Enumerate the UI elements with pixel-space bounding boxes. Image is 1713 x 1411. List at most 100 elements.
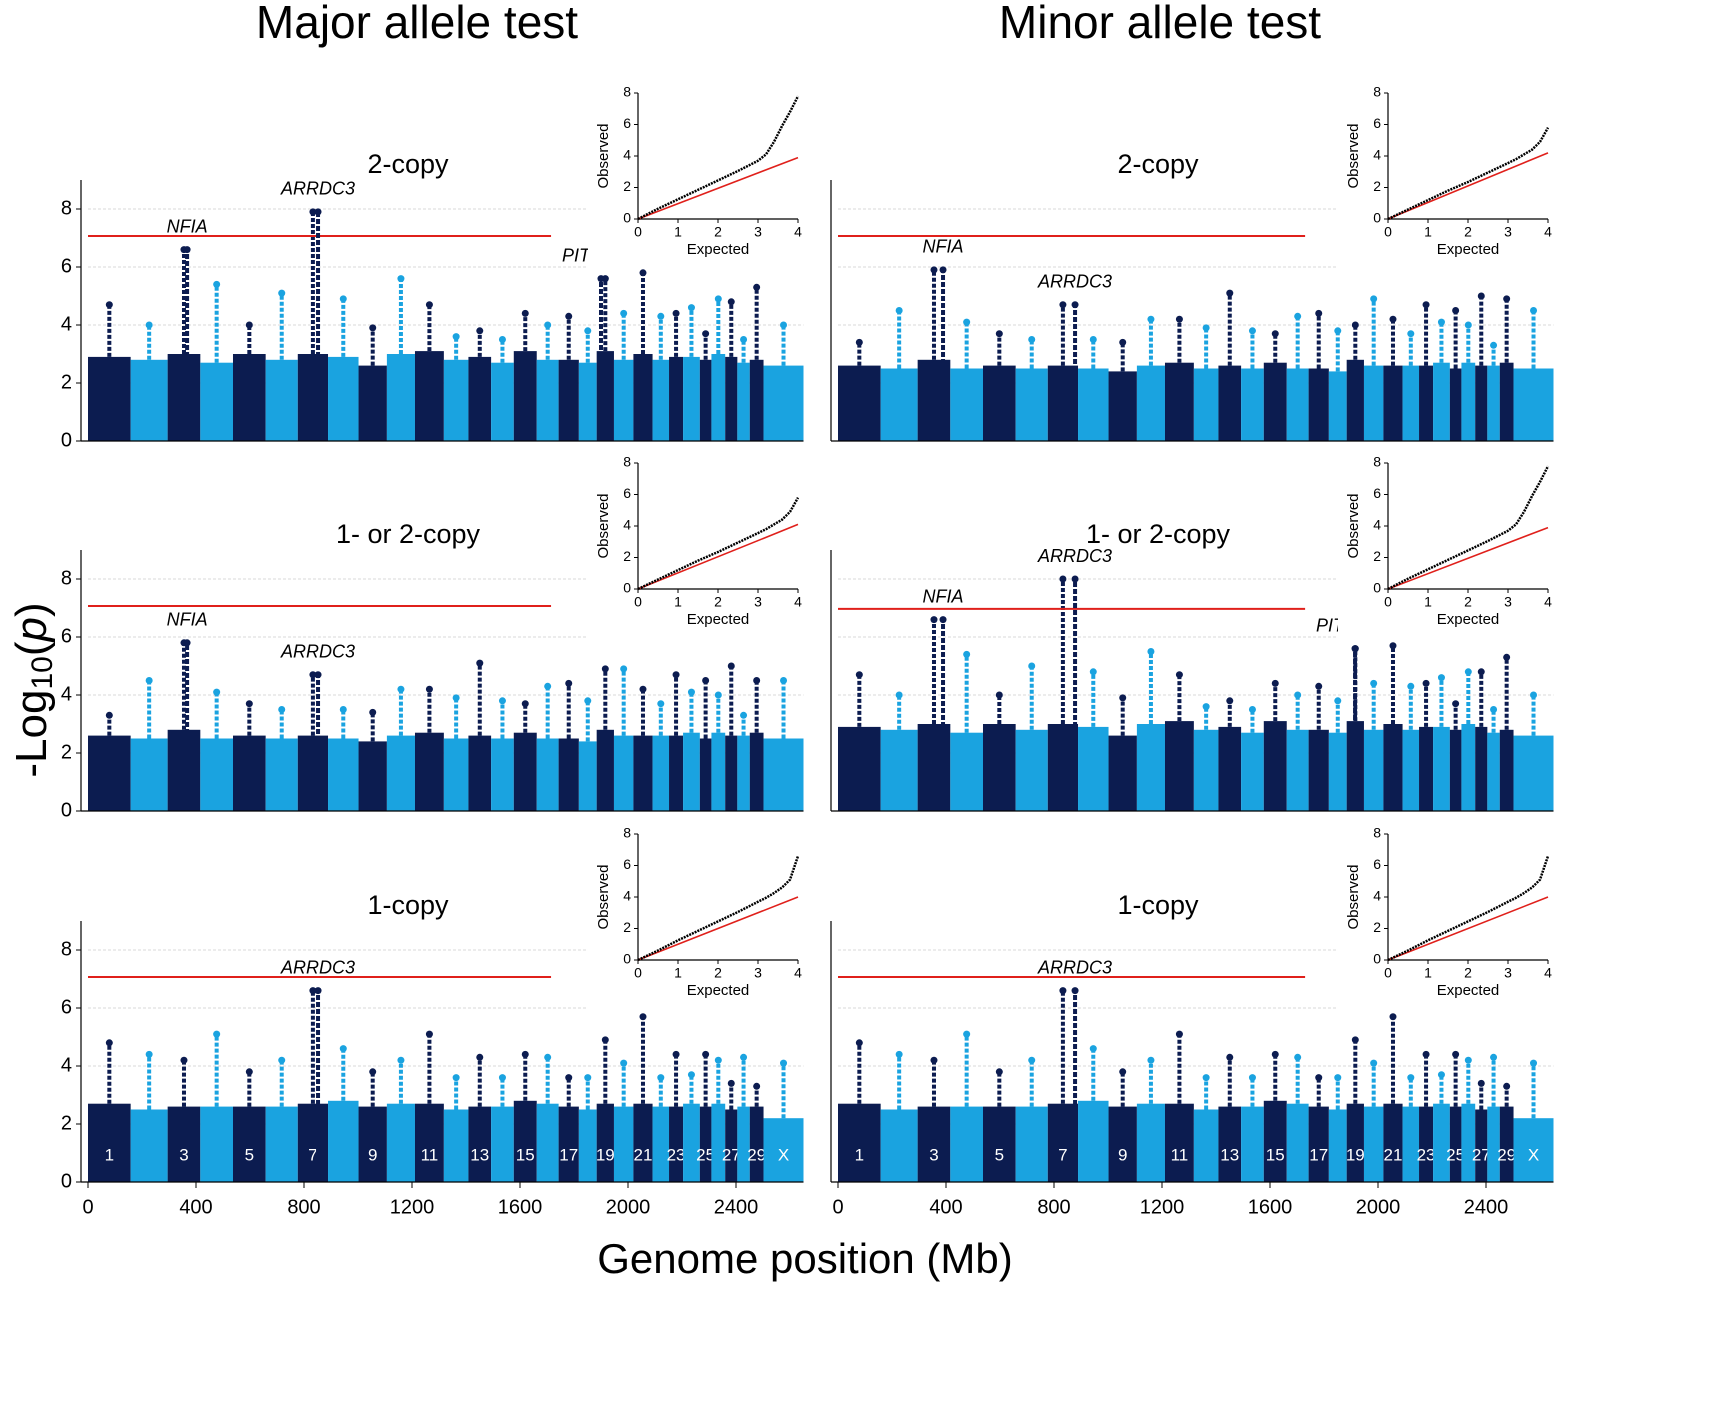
chromosome-block [1015,729,1048,811]
inset-y-tick-label: 2 [1373,178,1381,194]
inset-y-tick-label: 0 [623,210,631,226]
chromosome-block [1047,1103,1079,1182]
inset-y-tick-label: 4 [1373,517,1381,533]
peak-point [1370,679,1378,687]
chromosome-block [167,1106,201,1182]
chromosome-block [699,1106,712,1182]
chromosome-block [513,732,537,811]
y-tick-label: 2 [61,1112,72,1134]
chromosome-block [1513,368,1554,441]
chromosome-label: 1 [855,1145,864,1164]
inset-x-tick-label: 0 [634,224,642,240]
peak-point [1315,682,1323,690]
peak-point [727,1079,735,1087]
chromosome-label: 23 [1417,1145,1436,1164]
chromosome-block [1419,365,1434,441]
peak-point [1464,668,1472,676]
peak-point [714,1056,722,1064]
peak-point [1315,309,1323,317]
inset-x-tick-label: 1 [1424,224,1432,240]
y-axis-label: -Log10(p) [7,602,59,777]
peak-point [963,650,971,658]
peak-point [584,327,592,335]
inset-x-label: Expected [687,611,750,628]
inset-x-tick-label: 1 [674,594,682,610]
chromosome-block [633,735,653,811]
inset-x-label: Expected [1437,611,1500,628]
inset-background [588,453,810,639]
null-line [1387,152,1549,220]
peak-point [1351,1036,1359,1044]
peak-point [278,706,286,713]
peak-point [672,671,680,679]
inset-x-tick-label: 3 [1504,594,1512,610]
chromosome-block [1108,1106,1137,1182]
peak-point [452,1074,460,1082]
chromosome-block [232,354,266,441]
gene-label: ARRDC3 [1037,546,1112,566]
chromosome-block [558,738,579,811]
peak-point [1334,1074,1342,1082]
chromosome-block [1308,729,1329,811]
peak-point [714,295,722,303]
chromosome-block [1499,362,1514,441]
y-tick-label: 2 [61,371,72,393]
chromosome-block [88,1103,131,1182]
peak-point [1271,679,1279,687]
chromosome-block [1363,1106,1384,1182]
qq-curve [1387,465,1550,591]
panel-title: 2-copy [1117,149,1199,179]
peak-point [1226,1053,1234,1061]
chromosome-block [297,735,329,811]
chromosome-block [1263,362,1287,441]
chromosome-block [297,1103,329,1182]
inset-x-tick-label: 2 [714,965,722,981]
panel-title: 1- or 2-copy [336,519,481,549]
peak-point [544,1053,552,1061]
peak-point [1089,668,1097,676]
peak-point [1407,682,1415,690]
peak-point [657,312,665,320]
x-tick-label: 1600 [498,1196,543,1218]
chromosome-block [950,732,983,811]
inset-x-tick-label: 1 [1424,594,1432,610]
chromosome-block [1164,1103,1194,1182]
chromosome-block [1218,726,1242,811]
column-title: Major allele test [256,0,578,48]
chromosome-label: 15 [516,1145,535,1164]
qq-curve [1387,855,1550,962]
peak-point [1452,700,1460,708]
peak-point [584,697,592,705]
peak-point [753,677,761,684]
peak-point [1389,1013,1397,1021]
peak-point [1452,307,1460,314]
inset-y-tick-label: 4 [623,888,631,904]
chromosome-block [1015,368,1048,441]
peak-point [1490,341,1498,349]
inset-x-tick-label: 0 [1384,965,1392,981]
peak-point [1452,1050,1460,1058]
peak-point [1407,330,1415,338]
chromosome-block [1328,371,1347,441]
x-tick-label: 2000 [1356,1196,1401,1218]
peak-point [339,295,347,303]
chromosome-label: 17 [559,1145,578,1164]
inset-x-tick-label: 4 [794,224,802,240]
chromosome-label: 11 [1171,1145,1189,1164]
gene-point [1071,987,1079,995]
peak-point [895,1050,903,1058]
peak-point [1351,321,1359,329]
chromosome-block [737,1106,750,1182]
peak-point [601,1036,609,1044]
chromosome-block [633,1103,653,1182]
gene-point [597,275,605,283]
chromosome-label: 3 [179,1145,188,1164]
y-tick-label: 4 [61,683,72,705]
peak-point [476,659,484,667]
inset-y-tick-label: 4 [623,147,631,163]
peak-point [145,321,153,329]
y-tick-label: 0 [61,1170,72,1192]
peak-point [397,1056,405,1064]
inset-y-tick-label: 4 [1373,147,1381,163]
